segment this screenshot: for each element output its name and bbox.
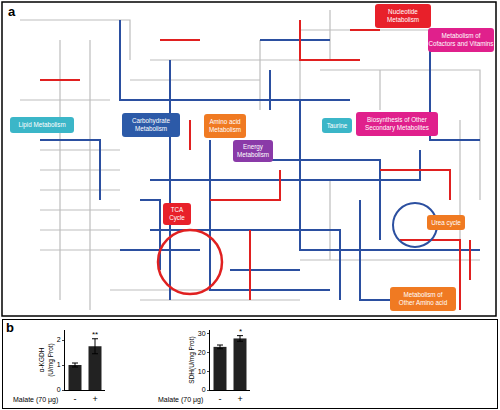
svg-text:0: 0: [202, 386, 206, 393]
svg-text:Amino acid: Amino acid: [209, 118, 241, 125]
svg-text:*: *: [239, 327, 242, 336]
svg-text:Carbohydrate: Carbohydrate: [132, 117, 171, 125]
svg-text:Metabolism of: Metabolism of: [441, 32, 480, 39]
svg-text:1: 1: [57, 361, 61, 368]
svg-text:SDH(U/mg Prot): SDH(U/mg Prot): [188, 336, 196, 383]
svg-text:10: 10: [198, 368, 206, 375]
svg-text:Malate (70 μg): Malate (70 μg): [158, 396, 203, 404]
svg-text:Biosynthesis of Other: Biosynthesis of Other: [367, 116, 427, 124]
svg-text:Metabolism of: Metabolism of: [403, 291, 442, 298]
svg-text:20: 20: [198, 349, 206, 356]
svg-text:Taurine: Taurine: [327, 122, 348, 129]
svg-text:Metabolism: Metabolism: [387, 16, 419, 23]
svg-text:+: +: [237, 394, 242, 404]
svg-text:Metabolism: Metabolism: [209, 126, 241, 133]
svg-text:Lipid Metabolism: Lipid Metabolism: [18, 121, 65, 129]
svg-text:-: -: [219, 394, 222, 404]
svg-text:Cofactors and Vitamins: Cofactors and Vitamins: [429, 40, 494, 47]
svg-text:Energy: Energy: [243, 143, 264, 151]
svg-text:α-KGDH(U/mg Prot): α-KGDH(U/mg Prot): [38, 343, 54, 377]
svg-text:Urea cycle: Urea cycle: [431, 219, 461, 227]
svg-text:a: a: [8, 4, 16, 19]
svg-text:30: 30: [198, 330, 206, 337]
svg-text:**: **: [92, 330, 98, 339]
svg-text:Metabolism: Metabolism: [237, 151, 269, 158]
svg-text:+: +: [92, 394, 97, 404]
svg-text:0: 0: [57, 386, 61, 393]
svg-text:Nucleotide: Nucleotide: [388, 8, 418, 15]
html-text:b: b: [6, 320, 14, 335]
svg-text:Secondary Metabolites: Secondary Metabolites: [365, 124, 429, 132]
svg-text:Metabolism: Metabolism: [135, 125, 167, 132]
svg-text:2: 2: [57, 336, 61, 343]
svg-text:Malate (70 μg): Malate (70 μg): [13, 396, 58, 404]
svg-text:-: -: [74, 394, 77, 404]
svg-text:Other Amino acid: Other Amino acid: [399, 299, 448, 306]
svg-text:TCA: TCA: [171, 206, 184, 213]
svg-text:Cycle: Cycle: [169, 214, 185, 222]
